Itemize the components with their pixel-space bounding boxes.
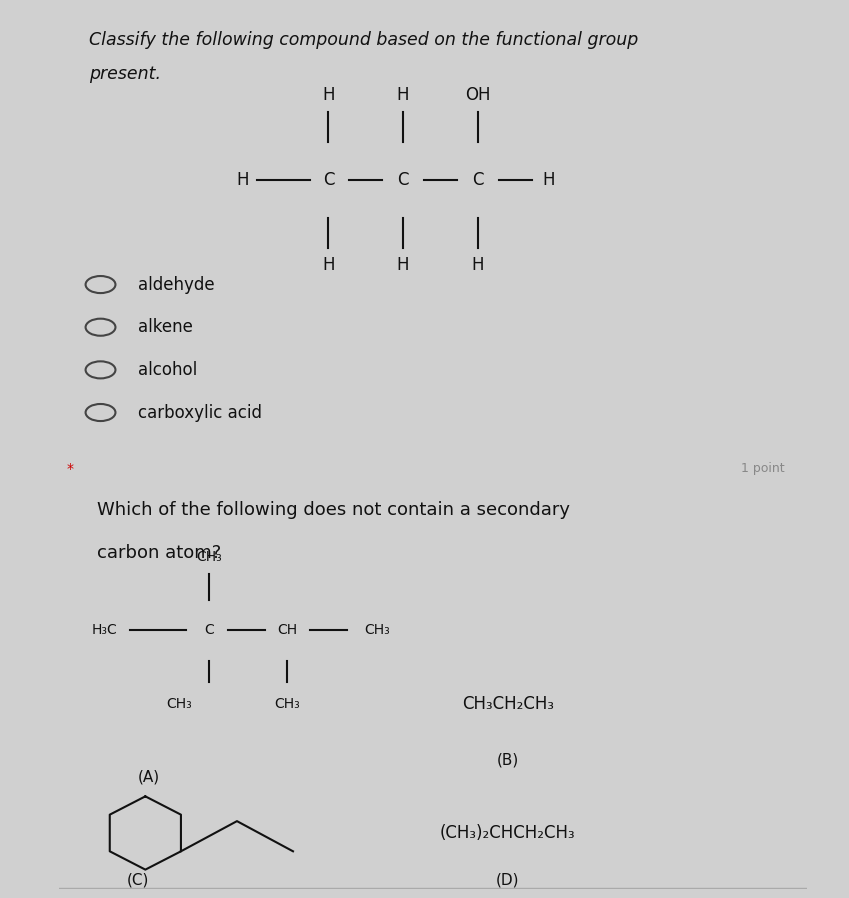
Text: CH₃: CH₃ [274, 697, 301, 710]
Text: (CH₃)₂CHCH₂CH₃: (CH₃)₂CHCH₂CH₃ [440, 824, 576, 842]
Text: H₃C: H₃C [92, 623, 117, 638]
Text: alcohol: alcohol [138, 361, 197, 379]
Text: alkene: alkene [138, 318, 193, 336]
Text: H: H [236, 171, 249, 189]
Text: carbon atom?: carbon atom? [97, 544, 221, 562]
Text: carboxylic acid: carboxylic acid [138, 403, 261, 421]
Text: Classify the following compound based on the functional group: Classify the following compound based on… [89, 31, 638, 48]
Text: CH₃: CH₃ [364, 623, 390, 638]
Text: C: C [397, 171, 409, 189]
Text: H: H [396, 256, 409, 275]
Text: present.: present. [89, 65, 161, 83]
Text: H: H [471, 256, 484, 275]
Text: (D): (D) [496, 873, 520, 888]
Text: (C): (C) [127, 873, 149, 888]
Text: C: C [204, 623, 214, 638]
Text: aldehyde: aldehyde [138, 276, 215, 294]
Text: C: C [472, 171, 484, 189]
Text: C: C [323, 171, 335, 189]
Text: H: H [396, 85, 409, 104]
Text: *: * [67, 462, 74, 476]
Text: CH₃: CH₃ [196, 550, 222, 564]
Text: (A): (A) [138, 770, 160, 785]
Text: CH₃CH₂CH₃: CH₃CH₂CH₃ [462, 695, 554, 713]
Text: (B): (B) [497, 753, 519, 767]
Text: H: H [322, 256, 335, 275]
Text: OH: OH [465, 85, 491, 104]
Text: H: H [543, 171, 555, 189]
Text: H: H [322, 85, 335, 104]
Text: CH₃: CH₃ [166, 697, 192, 710]
Text: CH: CH [278, 623, 297, 638]
Text: 1 point: 1 point [740, 462, 784, 475]
Text: Which of the following does not contain a secondary: Which of the following does not contain … [97, 501, 570, 519]
